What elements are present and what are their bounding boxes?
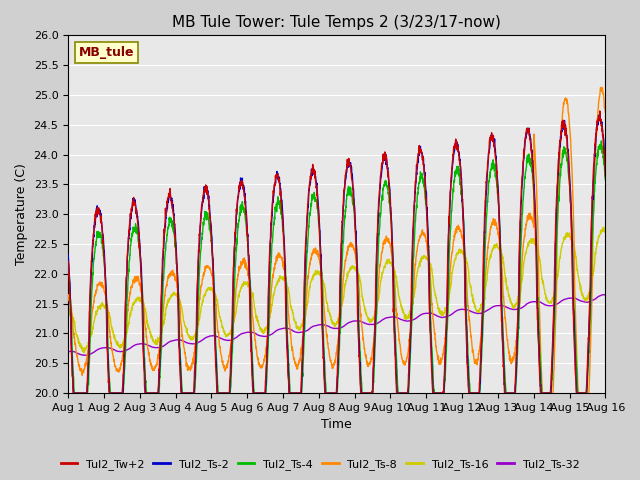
- X-axis label: Time: Time: [321, 419, 352, 432]
- Y-axis label: Temperature (C): Temperature (C): [15, 163, 28, 265]
- Text: MB_tule: MB_tule: [79, 46, 134, 59]
- Title: MB Tule Tower: Tule Temps 2 (3/23/17-now): MB Tule Tower: Tule Temps 2 (3/23/17-now…: [172, 15, 501, 30]
- Legend: Tul2_Tw+2, Tul2_Ts-2, Tul2_Ts-4, Tul2_Ts-8, Tul2_Ts-16, Tul2_Ts-32: Tul2_Tw+2, Tul2_Ts-2, Tul2_Ts-4, Tul2_Ts…: [56, 455, 584, 474]
